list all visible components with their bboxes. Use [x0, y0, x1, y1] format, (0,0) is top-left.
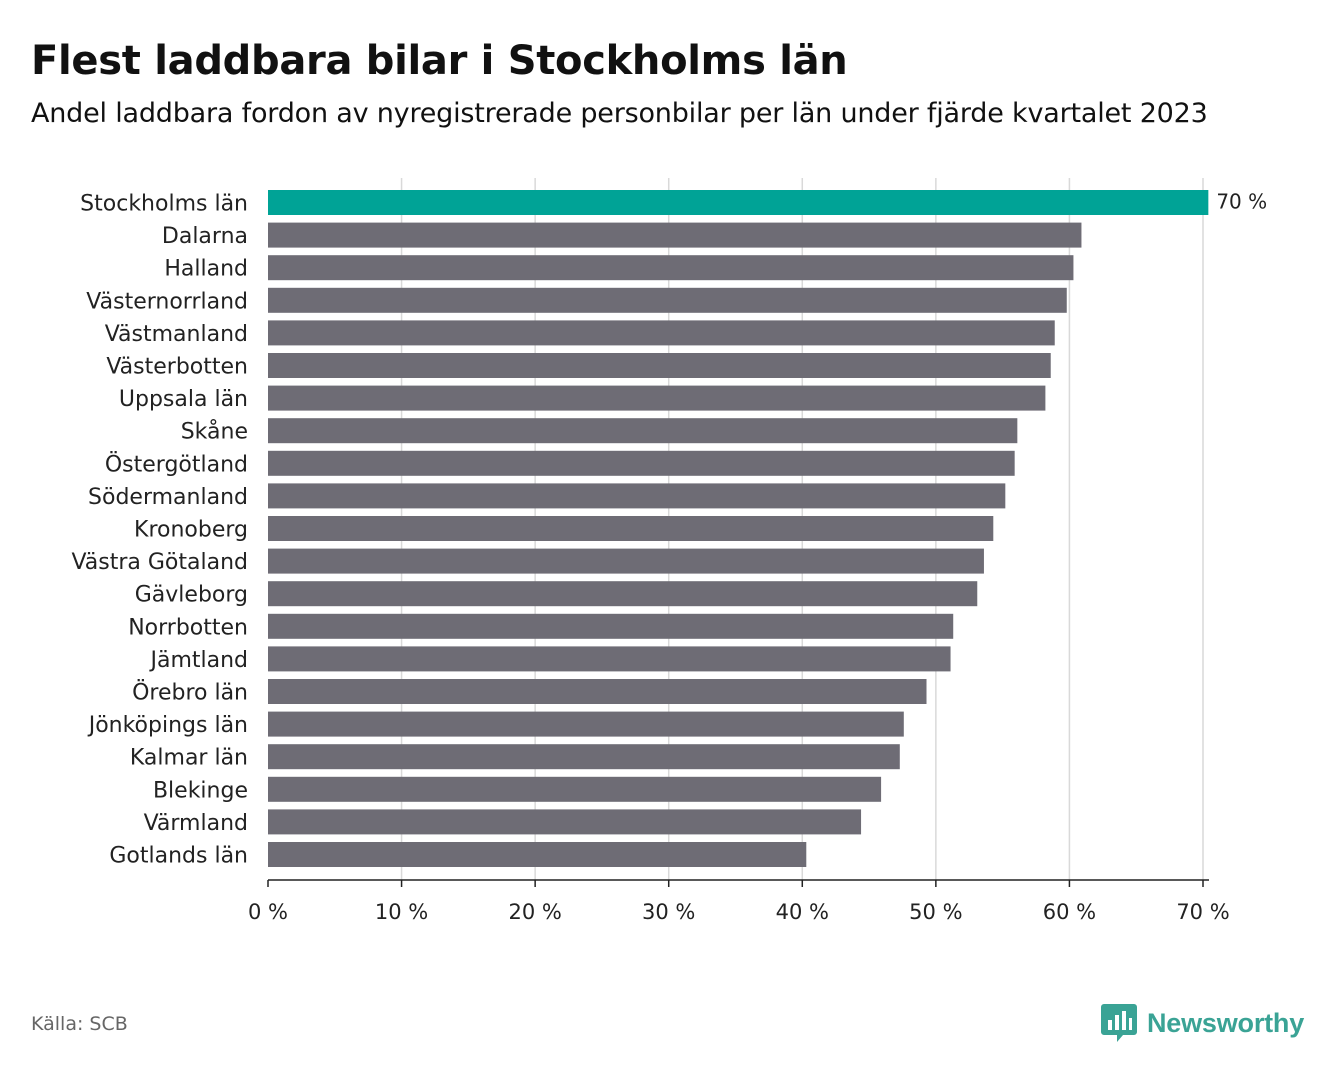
- bar: [268, 581, 978, 607]
- x-tick-label: 20 %: [508, 900, 561, 924]
- bar-chart: Stockholms län Dalarna Halland Västernorrla…: [71, 178, 1267, 924]
- x-tick-label: 40 %: [776, 900, 829, 924]
- x-tick-label: 70 %: [1176, 900, 1229, 924]
- bar: [268, 809, 862, 835]
- category-label: Västra Götaland: [71, 550, 248, 575]
- bar: [268, 516, 994, 541]
- newsworthy-logo-icon: [1101, 1004, 1137, 1042]
- category-label: Västerbotten: [106, 355, 248, 380]
- bar: [268, 385, 1046, 411]
- bar: [268, 320, 1055, 346]
- x-tick-label: 50 %: [909, 900, 962, 924]
- category-label: Jönköpings län: [87, 713, 248, 738]
- category-label: Uppsala län: [119, 387, 248, 412]
- category-label: Västmanland: [105, 322, 248, 347]
- bar: [268, 711, 904, 737]
- bar: [268, 744, 900, 770]
- x-tick-label: 0 %: [248, 900, 288, 924]
- category-label: Stockholms län: [80, 192, 248, 217]
- bar: [268, 190, 1209, 215]
- bar: [268, 450, 1015, 476]
- chart-title: Flest laddbara bilar i Stockholms län: [31, 38, 848, 84]
- category-label: Örebro län: [132, 680, 248, 706]
- category-label: Skåne: [181, 419, 248, 445]
- category-label: Värmland: [144, 811, 248, 836]
- category-label: Västernorrland: [86, 289, 248, 314]
- x-tick-label: 30 %: [642, 900, 695, 924]
- bar: [268, 548, 984, 574]
- bar: [268, 418, 1018, 444]
- category-label: Kronoberg: [134, 518, 248, 543]
- category-label: Jämtland: [148, 648, 248, 673]
- bar: [268, 646, 951, 672]
- bar: [268, 483, 1006, 509]
- category-label: Gotlands län: [109, 844, 248, 869]
- bar: [268, 776, 882, 802]
- bar: [268, 679, 927, 704]
- category-label: Södermanland: [88, 485, 248, 510]
- bar: [268, 222, 1082, 248]
- category-label: Halland: [164, 257, 248, 282]
- category-label: Blekinge: [153, 778, 248, 803]
- brand-logo[interactable]: Newsworthy: [1101, 1002, 1304, 1044]
- source-note: Källa: SCB: [31, 1013, 128, 1035]
- data-label: 70 %: [1216, 190, 1267, 214]
- chart-subtitle: Andel laddbara fordon av nyregistrerade …: [31, 98, 1208, 129]
- category-label: Dalarna: [162, 224, 248, 249]
- brand-name: Newsworthy: [1147, 1007, 1305, 1038]
- bar: [268, 353, 1051, 378]
- category-label: Gävleborg: [135, 583, 248, 608]
- category-label: Norrbotten: [128, 615, 248, 640]
- x-tick-label: 10 %: [375, 900, 428, 924]
- category-label: Östergötland: [105, 451, 248, 477]
- bar: [268, 255, 1074, 281]
- bar: [268, 842, 807, 867]
- x-tick-label: 60 %: [1043, 900, 1096, 924]
- bar: [268, 287, 1067, 313]
- bar: [268, 613, 954, 639]
- category-label: Kalmar län: [130, 746, 248, 771]
